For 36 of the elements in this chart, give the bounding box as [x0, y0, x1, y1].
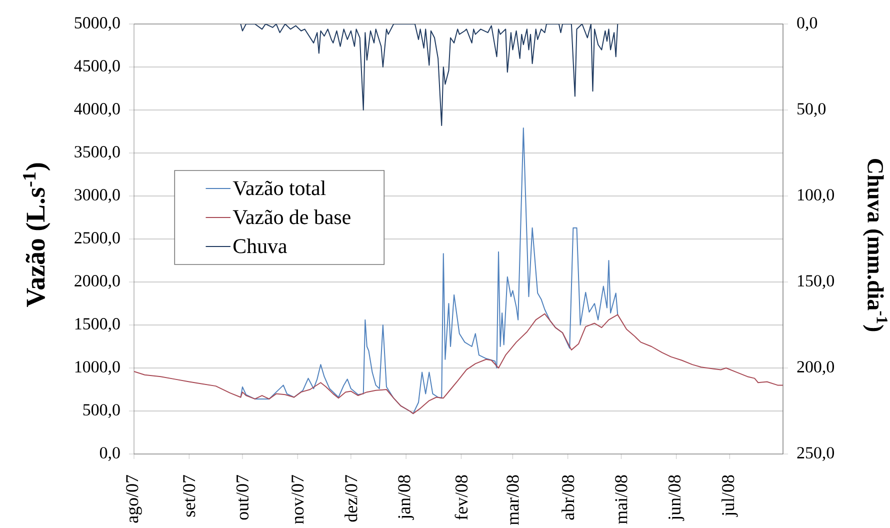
line-series — [240, 24, 618, 126]
legend-label: Vazão total — [232, 180, 326, 196]
y2-tick-label: 250,0 — [797, 447, 834, 461]
x-tick-label: fev/08 — [454, 475, 468, 520]
legend-label: Vazão de base — [232, 209, 350, 224]
x-tick-label: abr/08 — [562, 475, 574, 520]
x-tick-label: set/07 — [183, 475, 196, 517]
x-tick-label: dez/07 — [344, 475, 358, 522]
y-tick-label: 2500,0 — [74, 232, 120, 246]
y-axis-title: Vazão (L.s$^{-1}$) — [23, 163, 50, 308]
y-tick-label: 0,0 — [100, 447, 120, 461]
y-tick-label: 5000,0 — [74, 17, 120, 31]
y2-tick-label: 50,0 — [798, 103, 826, 117]
y-tick-label: 3000,0 — [74, 189, 120, 203]
y-tick-label: 1500,0 — [75, 318, 120, 332]
y2-axis-title: Chuva (mm.dia$^{-1}$) — [862, 159, 888, 332]
y-tick-label: 1000,0 — [75, 361, 120, 375]
x-tick-label: mai/08 — [615, 475, 628, 524]
y-tick-label: 2000,0 — [74, 275, 120, 289]
line-series — [134, 313, 784, 414]
x-tick-label: jul/08 — [722, 475, 738, 517]
y-tick-label: 3500,0 — [74, 146, 120, 160]
x-tick-label: nov/07 — [292, 475, 304, 524]
x-tick-label: out/07 — [236, 475, 249, 520]
y-tick-label: 500,0 — [83, 404, 120, 418]
y2-tick-label: 150,0 — [798, 275, 834, 289]
y2-tick-label: 200,0 — [797, 361, 834, 375]
y2-tick-label: 100,0 — [798, 189, 834, 203]
x-tick-label: mar/08 — [506, 475, 519, 525]
x-tick-label: ago/07 — [126, 475, 142, 523]
legend-label: Chuva — [233, 238, 287, 254]
x-tick-label: jun/08 — [668, 475, 684, 521]
y-tick-label: 4500,0 — [74, 60, 120, 74]
y2-tick-label: 0,0 — [797, 17, 818, 31]
y-tick-label: 4000,0 — [74, 103, 120, 117]
x-tick-label: jan/08 — [398, 475, 414, 520]
